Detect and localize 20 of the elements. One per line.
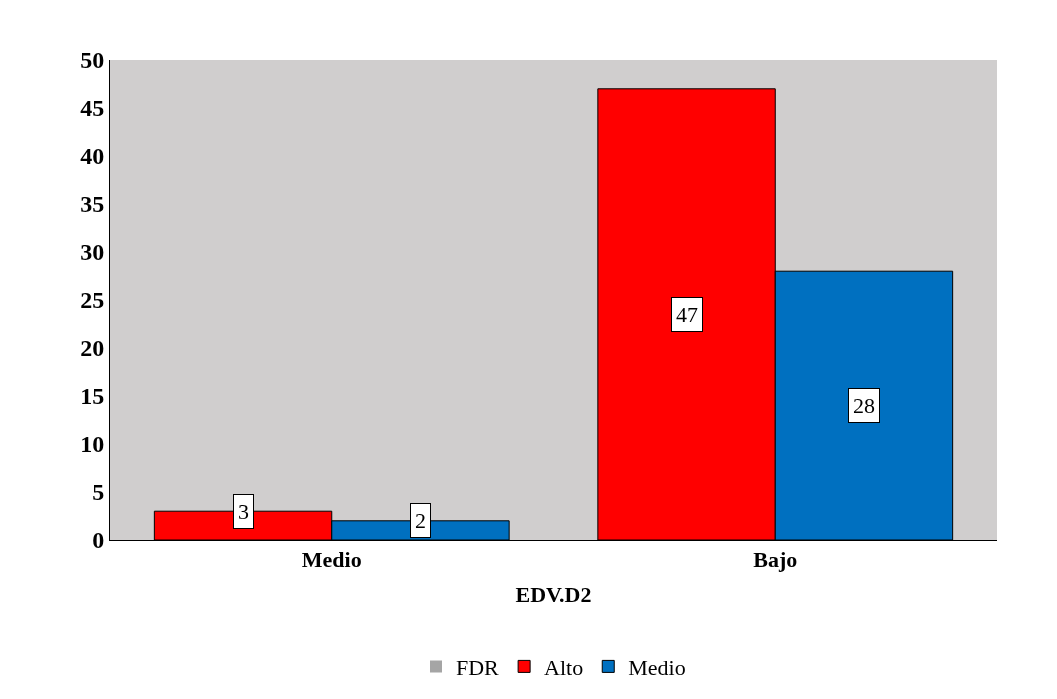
y-tick-label: 25: [80, 287, 105, 314]
y-tick-label: 10: [80, 431, 105, 458]
data-label: 47: [676, 302, 698, 327]
legend-label: Medio: [628, 654, 686, 680]
data-label: 28: [853, 393, 875, 418]
y-tick-label: 40: [80, 143, 105, 170]
x-tick-label: Bajo: [753, 547, 798, 573]
legend-label: FDR: [456, 654, 500, 680]
legend-label: Alto: [544, 654, 584, 680]
y-tick-label: 45: [80, 95, 105, 122]
data-label: 2: [415, 508, 426, 533]
y-tick-label: 5: [92, 479, 105, 506]
y-tick-label: 30: [80, 239, 105, 266]
y-tick-label: 15: [80, 383, 105, 410]
y-tick-label: 0: [92, 527, 105, 554]
data-label: 3: [238, 499, 249, 524]
x-axis-title: EDV.D2: [515, 582, 592, 608]
y-tick-label: 20: [80, 335, 105, 362]
y-tick-label: 35: [80, 191, 105, 218]
y-tick-label: 50: [80, 47, 105, 74]
